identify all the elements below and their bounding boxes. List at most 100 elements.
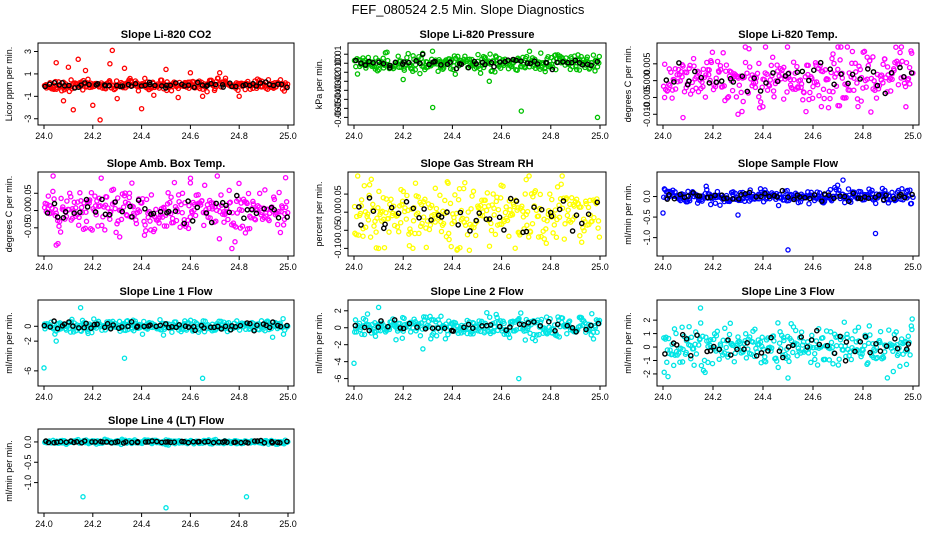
reference-point xyxy=(54,325,61,332)
data-point xyxy=(818,103,825,110)
data-point xyxy=(516,315,522,322)
data-point xyxy=(445,230,452,237)
data-point xyxy=(773,355,779,361)
data-point xyxy=(799,342,806,348)
data-point xyxy=(239,207,245,214)
outlier-point xyxy=(151,92,157,98)
reference-point xyxy=(898,191,904,198)
reference-point xyxy=(435,325,442,332)
reference-point xyxy=(774,78,781,85)
reference-point xyxy=(257,80,264,86)
outlier-point xyxy=(175,94,181,101)
data-point xyxy=(844,334,850,341)
reference-point xyxy=(696,193,703,199)
y-tick-label: 0 xyxy=(333,325,343,330)
data-point xyxy=(191,201,198,208)
data-point xyxy=(679,359,686,365)
data-point xyxy=(780,96,787,102)
reference-point xyxy=(465,64,472,71)
data-point xyxy=(171,179,178,186)
data-point xyxy=(495,206,502,213)
reference-point xyxy=(167,82,174,89)
outlier-point xyxy=(75,56,81,63)
reference-point xyxy=(147,322,153,329)
data-point xyxy=(705,71,712,78)
data-point xyxy=(407,226,413,232)
data-point xyxy=(518,310,524,316)
reference-point xyxy=(261,205,268,212)
reference-point xyxy=(524,60,531,67)
reference-point xyxy=(51,318,57,324)
reference-point xyxy=(153,438,160,445)
x-tick-label: 24.4 xyxy=(754,131,772,141)
data-point xyxy=(468,206,474,212)
data-point xyxy=(661,369,667,376)
reference-point xyxy=(127,203,133,210)
data-point xyxy=(673,330,679,337)
data-point xyxy=(906,81,913,87)
data-point xyxy=(679,324,685,330)
data-point xyxy=(700,66,707,72)
data-point xyxy=(834,182,841,188)
data-point xyxy=(573,63,579,70)
data-point xyxy=(691,63,697,69)
reference-point xyxy=(690,189,696,196)
data-point xyxy=(797,350,804,356)
data-point xyxy=(366,192,372,199)
reference-point xyxy=(486,216,493,222)
reference-point xyxy=(776,348,783,355)
reference-point xyxy=(455,222,462,228)
reference-point xyxy=(677,191,683,198)
y-tick-label: -0.005 xyxy=(642,85,652,111)
plot-frame xyxy=(37,299,295,387)
data-point xyxy=(519,203,525,209)
data-point xyxy=(284,81,291,87)
data-point xyxy=(83,209,89,215)
outlier-point xyxy=(65,64,72,70)
reference-point xyxy=(89,439,95,445)
data-point xyxy=(538,50,544,56)
reference-point xyxy=(441,325,448,332)
data-point xyxy=(775,202,782,209)
outlier-point xyxy=(351,360,357,367)
data-point xyxy=(141,318,147,325)
reference-point xyxy=(106,82,112,89)
data-point xyxy=(250,198,256,205)
data-point xyxy=(509,212,516,218)
data-point xyxy=(161,205,167,212)
data-point xyxy=(504,217,511,224)
data-point xyxy=(565,207,571,213)
data-point xyxy=(126,194,133,201)
data-point xyxy=(469,193,475,199)
data-point xyxy=(731,358,738,365)
data-point xyxy=(526,173,532,179)
data-point xyxy=(463,216,470,222)
reference-point xyxy=(438,214,445,220)
data-point xyxy=(535,213,542,219)
data-point xyxy=(766,83,773,89)
data-point xyxy=(830,361,836,367)
x-tick-label: 24.8 xyxy=(854,392,872,402)
outlier-point xyxy=(97,117,103,123)
x-tick-label: 24.4 xyxy=(133,519,151,529)
data-point xyxy=(136,208,143,215)
data-point xyxy=(161,223,168,229)
reference-point xyxy=(842,357,849,364)
x-tick-label: 24.0 xyxy=(654,131,672,141)
reference-point xyxy=(51,79,58,86)
data-point xyxy=(590,336,597,342)
reference-point xyxy=(867,349,873,356)
outlier-point xyxy=(41,365,47,371)
data-point xyxy=(354,71,361,77)
data-point xyxy=(500,183,506,189)
data-point xyxy=(446,236,452,243)
panel-8: Slope Line 2 Flow 24.0 24.2 24.4 24.6 24.8 25.… xyxy=(314,286,609,402)
reference-point xyxy=(99,196,105,203)
data-point xyxy=(669,95,675,101)
outlier-point xyxy=(735,111,741,118)
data-point xyxy=(412,66,419,73)
x-tick-label: 24.4 xyxy=(444,131,462,141)
data-point xyxy=(548,61,555,68)
data-point xyxy=(910,194,916,201)
data-point xyxy=(784,187,790,194)
